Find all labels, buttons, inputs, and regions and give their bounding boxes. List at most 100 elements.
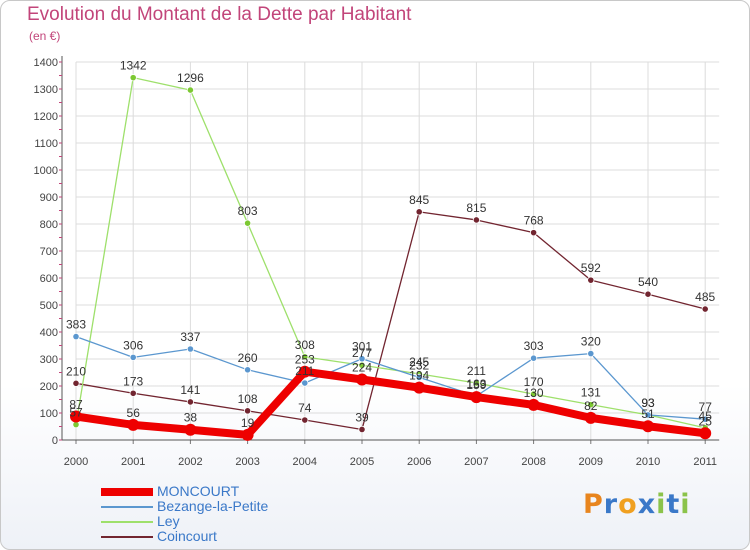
logo-letter: P — [583, 489, 604, 520]
data-point-coincourt — [129, 389, 137, 397]
data-label-coincourt: 141 — [180, 383, 200, 397]
data-label-coincourt: 540 — [638, 275, 658, 289]
data-label-ley: 211 — [467, 364, 486, 378]
y-tick-label: 800 — [40, 219, 58, 231]
data-label-bezange-la-petite: 383 — [66, 318, 86, 332]
series-line-coincourt — [75, 211, 706, 431]
data-label-ley: 803 — [238, 204, 258, 218]
data-point-ley — [529, 390, 538, 398]
data-label-coincourt: 74 — [298, 401, 312, 415]
line-chart: 0 100 200 300 400 500 600 700 800 900 1000 1100 1200… — [34, 56, 720, 468]
data-point-moncourt — [356, 373, 368, 386]
data-label-bezange-la-petite: 260 — [238, 351, 258, 365]
data-point-moncourt — [527, 398, 540, 411]
data-point-moncourt — [470, 391, 483, 404]
y-tick-label: 900 — [40, 192, 58, 204]
data-label-moncourt: 38 — [184, 411, 198, 425]
data-point-bezange-la-petite — [301, 379, 309, 387]
data-label-ley: 45 — [699, 409, 713, 423]
data-point-ley — [301, 353, 309, 361]
data-label-moncourt: 253 — [295, 353, 315, 367]
data-point-coincourt — [244, 407, 252, 415]
data-point-coincourt — [301, 416, 309, 424]
data-point-ley — [472, 379, 480, 387]
data-point-ley — [129, 74, 137, 82]
data-point-bezange-la-petite — [701, 415, 709, 423]
y-tick-label: 300 — [40, 354, 58, 366]
data-label-ley: 1342 — [120, 59, 147, 73]
data-point-bezange-la-petite — [244, 366, 252, 374]
data-point-coincourt — [644, 290, 652, 298]
y-tick-label: 1300 — [34, 84, 58, 96]
data-point-moncourt — [699, 427, 712, 440]
data-label-ley: 308 — [295, 338, 315, 352]
data-label-ley: 57 — [69, 406, 83, 420]
series-line-moncourt — [72, 367, 710, 439]
data-point-coincourt — [529, 229, 538, 237]
logo-letter: t — [666, 489, 681, 520]
data-point-bezange-la-petite — [644, 411, 652, 419]
data-label-coincourt: 485 — [695, 290, 715, 304]
y-tick-label: 1000 — [34, 165, 58, 177]
x-tick-label: 2006 — [407, 456, 431, 468]
data-label-coincourt: 815 — [466, 201, 486, 215]
data-label-moncourt: 82 — [584, 399, 598, 413]
data-label-bezange-la-petite: 303 — [524, 339, 544, 353]
data-point-moncourt — [642, 420, 654, 433]
data-point-bezange-la-petite — [129, 353, 137, 361]
data-label-coincourt: 768 — [524, 214, 544, 228]
y-tick-label: 1200 — [34, 111, 58, 123]
data-label-coincourt: 210 — [66, 364, 86, 378]
data-label-bezange-la-petite: 320 — [581, 335, 601, 349]
data-point-ley — [244, 219, 252, 227]
data-label-moncourt: 19 — [241, 416, 255, 430]
proxiti-logo: Proxiti — [583, 489, 691, 520]
data-label-bezange-la-petite: 77 — [699, 400, 713, 414]
data-label-coincourt: 173 — [123, 374, 143, 388]
y-tick-label: 200 — [40, 381, 58, 393]
x-tick-label: 2011 — [693, 456, 717, 468]
data-point-coincourt — [415, 208, 423, 216]
logo-letter: i — [656, 489, 667, 520]
data-label-coincourt: 108 — [238, 392, 258, 406]
data-label-moncourt: 87 — [69, 398, 83, 412]
y-tick-label: 600 — [40, 273, 58, 285]
x-tick-label: 2002 — [178, 456, 202, 468]
data-point-moncourt — [70, 410, 82, 423]
data-point-bezange-la-petite — [587, 349, 595, 358]
data-label-ley: 1296 — [177, 71, 204, 85]
data-point-coincourt — [72, 379, 80, 387]
data-point-moncourt — [127, 418, 140, 431]
y-tick-label: 400 — [40, 327, 58, 339]
data-point-moncourt — [584, 411, 597, 424]
data-point-moncourt — [184, 423, 197, 436]
data-point-moncourt — [241, 428, 254, 441]
legend-swatch-bezange-la-petite — [101, 506, 153, 508]
data-label-moncourt: 159 — [466, 378, 486, 392]
x-tick-label: 2010 — [636, 456, 660, 468]
data-point-bezange-la-petite — [415, 373, 423, 381]
data-point-bezange-la-petite — [72, 332, 80, 341]
data-label-ley: 245 — [409, 355, 429, 369]
x-tick-label: 2007 — [464, 456, 488, 468]
y-tick-label: 700 — [40, 246, 58, 258]
legend-label: Ley — [157, 513, 180, 529]
data-point-moncourt — [413, 381, 426, 394]
data-point-ley — [186, 86, 194, 94]
data-point-bezange-la-petite — [358, 355, 366, 363]
data-point-bezange-la-petite — [186, 345, 194, 353]
data-label-moncourt: 130 — [524, 386, 544, 400]
data-label-coincourt: 592 — [581, 261, 601, 275]
logo-letter: r — [603, 489, 619, 520]
data-label-coincourt: 845 — [409, 193, 429, 207]
x-tick-label: 2003 — [235, 456, 259, 468]
y-tick-label: 1400 — [34, 57, 58, 69]
legend-label: MONCOURT — [157, 483, 240, 499]
series-line-ley — [75, 77, 706, 429]
legend-swatch-ley — [101, 521, 153, 523]
data-label-moncourt: 56 — [127, 406, 141, 420]
data-point-ley — [587, 401, 595, 409]
chart-title: Evolution du Montant de la Dette par Hab… — [27, 4, 412, 25]
y-tick-label: 1100 — [34, 138, 58, 150]
